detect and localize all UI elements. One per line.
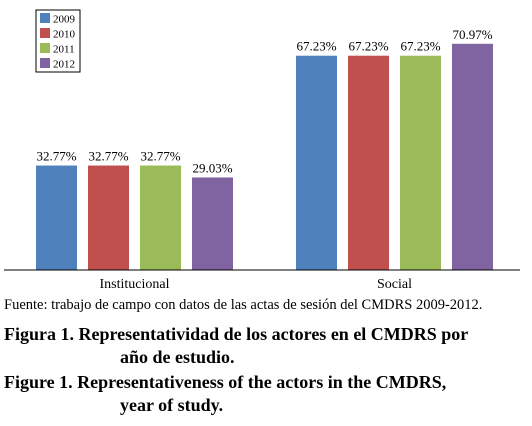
bar-social-2010	[348, 55, 389, 270]
legend-label-2009: 2009	[53, 14, 76, 26]
chart-legend: 2009 2010 2011 2012	[35, 9, 81, 73]
data-label-social-2009: 67.23%	[296, 39, 336, 54]
bar-chart: 2009 2010 2011 2012 32.77% 32.77% 32.77% 29.03…	[4, 9, 520, 292]
data-label-institucional-2009: 32.77%	[36, 149, 76, 164]
caption-en-line1: Figure 1. Representativeness of the acto…	[4, 372, 447, 392]
legend-swatch-2011	[40, 43, 50, 53]
legend-label-2011: 2011	[53, 44, 75, 56]
legend-swatch-2010	[40, 28, 50, 38]
bar-social-2009	[296, 55, 337, 270]
bar-social-2011	[400, 55, 441, 270]
data-labels: 32.77% 32.77% 32.77% 29.03% 67.23% 67.23% 67.2…	[36, 27, 492, 176]
data-label-institucional-2012: 29.03%	[192, 160, 232, 175]
legend-swatch-2012	[40, 58, 50, 68]
tick-label-social: Social	[377, 277, 412, 292]
category-tick-labels: Institucional Social	[100, 277, 413, 292]
data-label-social-2011: 67.23%	[400, 39, 440, 54]
figure-caption-english: Figure 1. Representativeness of the acto…	[4, 371, 530, 417]
data-label-social-2012: 70.97%	[452, 27, 492, 42]
caption-en-line2: year of study.	[120, 395, 224, 415]
data-label-institucional-2010: 32.77%	[88, 149, 128, 164]
bar-social-2012	[452, 43, 493, 270]
data-label-institucional-2011: 32.77%	[140, 149, 180, 164]
legend-swatch-2009	[40, 13, 50, 23]
bar-institucional-2010	[88, 165, 129, 270]
bar-institucional-2009	[36, 165, 77, 270]
legend-label-2010: 2010	[53, 29, 76, 41]
caption-es-line1: Figura 1. Representatividad de los actor…	[4, 324, 469, 344]
figure-caption-spanish: Figura 1. Representatividad de los actor…	[4, 323, 530, 369]
tick-label-institucional: Institucional	[100, 277, 170, 292]
data-label-social-2010: 67.23%	[348, 39, 388, 54]
bar-group	[36, 43, 493, 270]
caption-es-line2: año de estudio.	[120, 347, 235, 367]
source-note: Fuente: trabajo de campo con datos de la…	[4, 297, 483, 313]
bar-institucional-2011	[140, 165, 181, 270]
legend-label-2012: 2012	[53, 59, 75, 71]
bar-institucional-2012	[192, 177, 233, 270]
